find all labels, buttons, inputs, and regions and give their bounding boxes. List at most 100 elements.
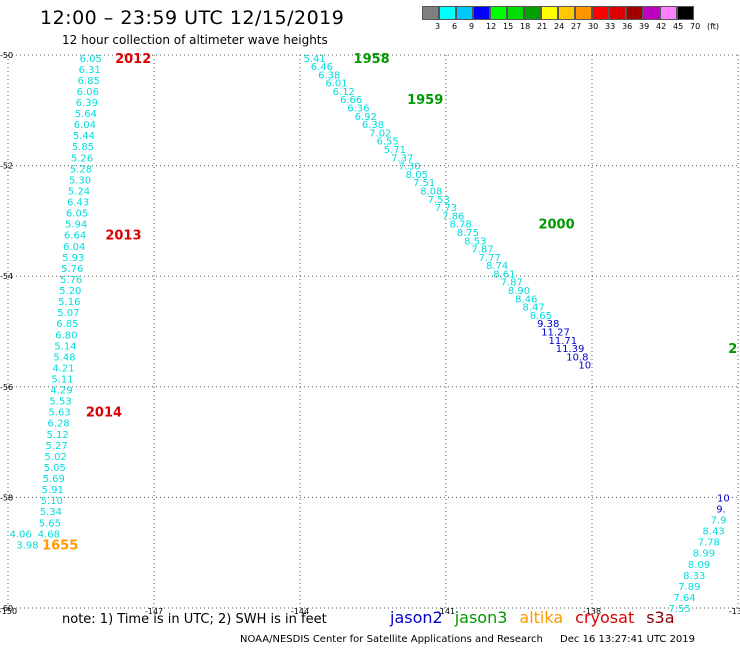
- wave-height-label: 5.10: [41, 496, 63, 507]
- satellite-jason2: jason2: [390, 608, 443, 627]
- wave-height-label: 5.24: [68, 186, 90, 197]
- legend-swatch: [558, 6, 575, 20]
- wave-height-label: 5.34: [40, 507, 62, 518]
- y-tick-label: -58: [0, 493, 13, 502]
- legend-label: 30: [588, 22, 599, 31]
- legend-swatch: [541, 6, 558, 20]
- wave-height-label: 5.14: [54, 341, 76, 352]
- wave-height-label: 6.38: [362, 120, 384, 131]
- wave-height-label: 6.31: [79, 65, 101, 76]
- legend-label: 45: [673, 22, 684, 31]
- color-legend-labels: 3 6 9 12 15 18 21 24 27 30 33 36 39 42 45 70 (ft): [422, 22, 740, 34]
- wave-height-label: 6.55: [376, 137, 398, 148]
- wave-height-label: 7.87: [501, 278, 523, 289]
- legend-swatch: [643, 6, 660, 20]
- credit-line: NOAA/NESDIS Center for Satellite Applica…: [240, 634, 709, 645]
- wave-height-label: 8.09: [688, 560, 710, 571]
- legend-swatch: [507, 6, 524, 20]
- wave-height-label: 6.04: [74, 120, 96, 131]
- wave-height-label: 6.05: [80, 54, 102, 65]
- legend-label: 27: [571, 22, 582, 31]
- wave-height-label: 5.05: [44, 463, 66, 474]
- wave-height-label: 7.77: [479, 253, 501, 264]
- wave-height-label: 10: [717, 493, 730, 504]
- legend-label: 3: [435, 22, 441, 31]
- y-tick-label: -54: [0, 272, 13, 281]
- wave-height-label: 6.85: [56, 319, 78, 330]
- legend-label: (ft): [707, 22, 720, 31]
- wave-height-label: 6.66: [340, 95, 362, 106]
- wave-height-label: 8.74: [486, 261, 508, 272]
- y-tick-label: -60: [0, 604, 13, 613]
- legend-swatch: [490, 6, 507, 20]
- legend-swatch: [439, 6, 456, 20]
- legend-swatch: [660, 6, 677, 20]
- wave-height-label: 5.11: [51, 375, 73, 386]
- wave-height-label: 8.05: [406, 170, 428, 181]
- wave-height-label: 3.98: [16, 540, 38, 551]
- wave-height-label: 8.33: [683, 571, 705, 582]
- wave-height-label: 6.04: [63, 242, 85, 253]
- x-tick-label: -150: [0, 607, 17, 615]
- wave-height-label: 6.43: [67, 198, 89, 209]
- wave-height-label: 8.08: [420, 186, 442, 197]
- legend-label: 39: [639, 22, 650, 31]
- wave-height-label: 4.06: [10, 529, 32, 540]
- wave-height-label: 6.92: [355, 112, 377, 123]
- wave-height-label: 5.48: [53, 352, 75, 363]
- wave-height-label: 11.39: [556, 344, 585, 355]
- wave-height-label: 5.76: [60, 275, 82, 286]
- legend-label: 24: [554, 22, 565, 31]
- axis-labels: -150 -147 -144 -141 -138 -135 -50 -52 -54 -56 -58 -…: [0, 51, 740, 615]
- legend-label: 12: [486, 22, 497, 31]
- wave-height-label: 6.46: [311, 62, 333, 73]
- wave-height-label: 7.30: [398, 162, 420, 173]
- wave-height-label: 6.36: [347, 104, 369, 115]
- wave-height-label: 5.65: [39, 518, 61, 529]
- wave-height-label: 5.16: [58, 297, 80, 308]
- wave-height-label: 11.71: [548, 336, 577, 347]
- time-label: 1959: [407, 93, 443, 108]
- legend-label: 36: [622, 22, 633, 31]
- legend-label: 9: [469, 22, 475, 31]
- wave-height-label: 10: [578, 361, 591, 372]
- wave-height-label: 4.68: [38, 529, 60, 540]
- legend-label: 18: [520, 22, 531, 31]
- wave-height-label: 5.53: [49, 397, 71, 408]
- time-label: 2014: [86, 406, 122, 421]
- time-label: 2000: [538, 218, 574, 233]
- x-tick-label: -141: [437, 607, 455, 615]
- legend-swatch: [473, 6, 490, 20]
- satellite-legend: jason2 jason3 altika cryosat s3a: [390, 608, 687, 627]
- wave-height-label: 6.28: [47, 419, 69, 430]
- time-label: 1958: [354, 52, 390, 67]
- y-tick-label: -56: [0, 383, 13, 392]
- wave-height-label: 5.41: [303, 54, 325, 65]
- wave-height-label: 9.: [716, 504, 726, 515]
- legend-label: 42: [656, 22, 667, 31]
- legend-swatch: [677, 6, 694, 20]
- wave-height-label: 5.30: [69, 175, 91, 186]
- wave-height-label: 8.75: [457, 228, 479, 239]
- wave-height-label: 7.51: [413, 178, 435, 189]
- wave-height-label: 6.39: [76, 98, 98, 109]
- wave-height-label: 8.90: [508, 286, 530, 297]
- wave-height-label: 7.64: [673, 593, 695, 604]
- wave-height-label: 8.43: [703, 527, 725, 538]
- satellite-altika: altika: [519, 608, 564, 627]
- satellite-cryosat: cryosat: [575, 608, 635, 627]
- wave-height-label: 5.64: [75, 109, 97, 120]
- wave-height-label: 5.63: [48, 408, 70, 419]
- footer-note: note: 1) Time is in UTC; 2) SWH is in fe…: [62, 612, 327, 627]
- wave-height-label: 8.47: [522, 303, 544, 314]
- legend-swatch: [609, 6, 626, 20]
- legend-label: 15: [503, 22, 514, 31]
- credit-source: NOAA/NESDIS Center for Satellite Applica…: [240, 634, 543, 645]
- wave-height-label: 10.8: [566, 352, 588, 363]
- color-legend: [422, 6, 694, 20]
- wave-height-label: 7.55: [668, 604, 690, 615]
- wave-height-label: 7.53: [428, 195, 450, 206]
- wave-height-label: 6.80: [55, 330, 77, 341]
- wave-height-label: 7.87: [471, 245, 493, 256]
- wave-height-label: 5.85: [72, 142, 94, 153]
